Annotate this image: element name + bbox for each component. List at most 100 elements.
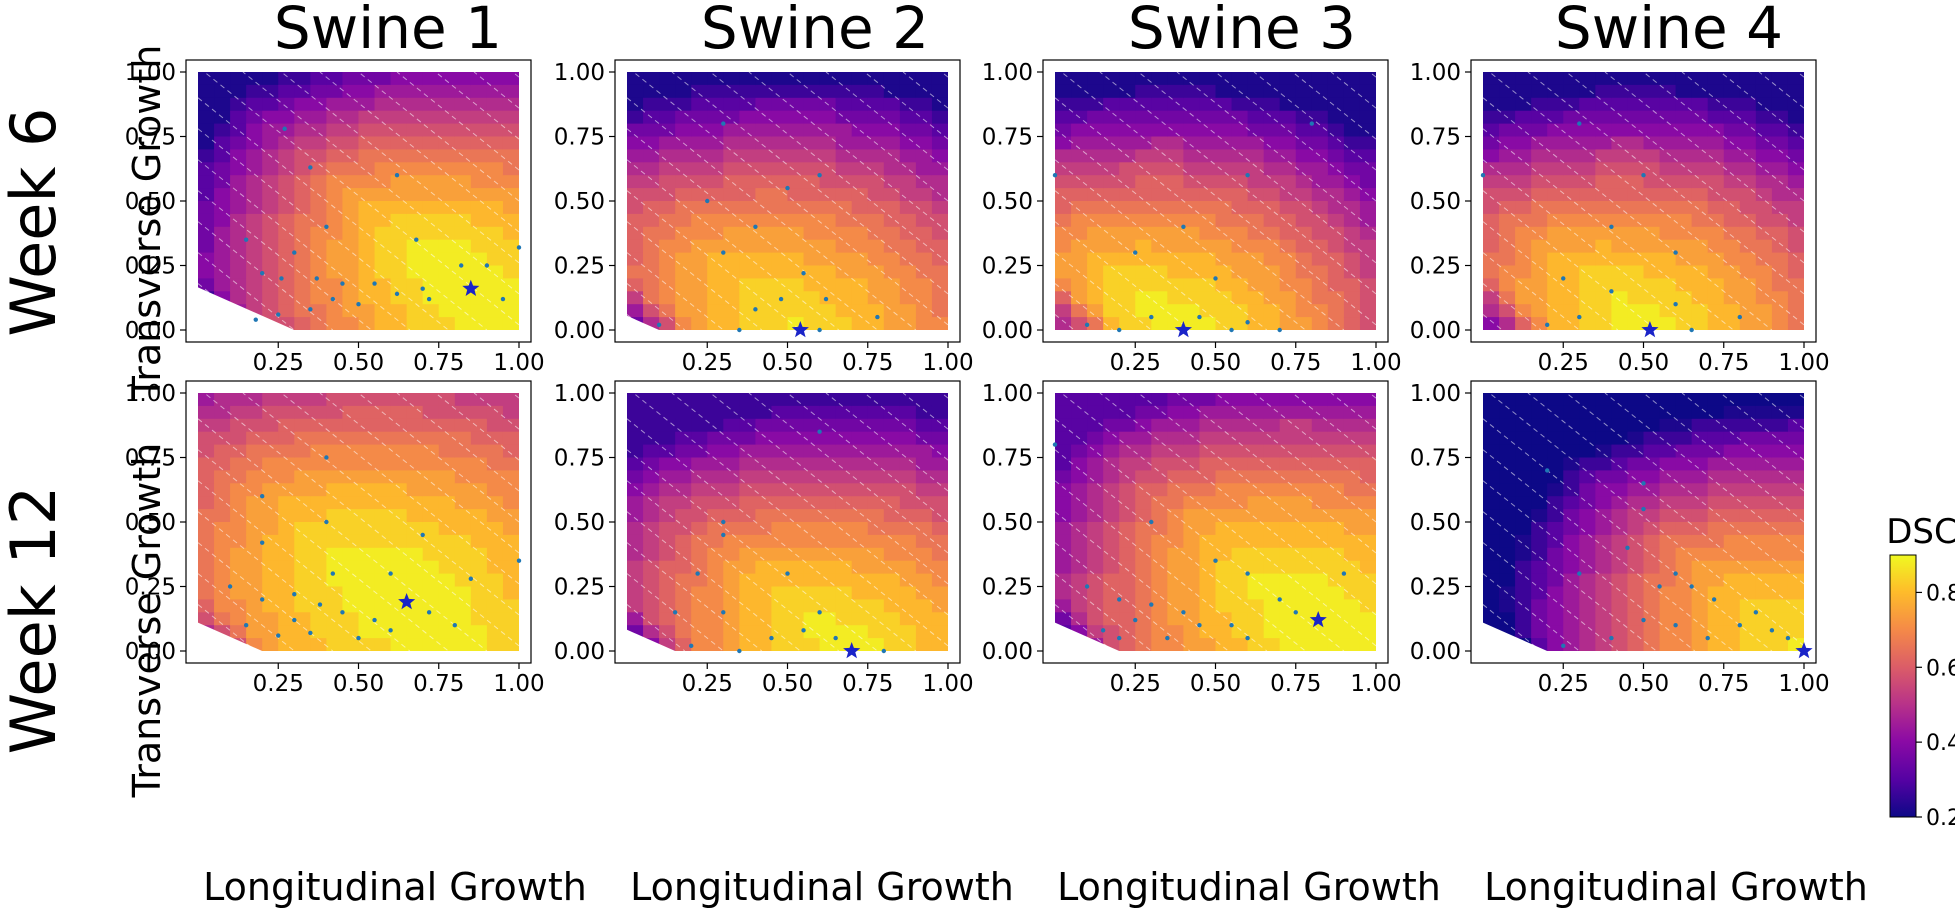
contour-cell — [1563, 265, 1580, 279]
contour-cell — [915, 625, 933, 639]
contour-cell — [1643, 162, 1661, 176]
contour-cell — [867, 509, 885, 523]
contour-cell — [1611, 278, 1629, 292]
contour-cell — [1515, 123, 1532, 138]
contour-cell — [1279, 304, 1297, 318]
y-tick-label: 1.00 — [982, 381, 1033, 407]
contour-cell — [1627, 188, 1645, 202]
contour-cell — [851, 97, 869, 112]
contour-cell — [406, 393, 424, 407]
contour-cell — [723, 534, 740, 549]
contour-cell — [294, 252, 311, 267]
contour-cell — [1739, 560, 1757, 575]
contour-cell — [1167, 265, 1184, 279]
contour-cell — [1771, 547, 1789, 562]
contour-cell — [438, 110, 456, 125]
contour-cell — [1499, 97, 1516, 112]
contour-cell — [1611, 560, 1629, 575]
contour-cell — [899, 110, 917, 125]
contour-cell — [1199, 278, 1217, 292]
contour-cell — [867, 162, 885, 176]
contour-cell — [1151, 188, 1168, 202]
contour-cell — [1135, 560, 1152, 575]
contour-cell — [659, 612, 676, 626]
contour-cell — [294, 418, 311, 433]
contour-cell — [867, 201, 885, 215]
contour-cell — [915, 547, 933, 562]
contour-cell — [1151, 393, 1168, 407]
contour-cell — [470, 213, 488, 228]
sample-point — [308, 630, 313, 636]
contour-cell — [1151, 110, 1168, 125]
contour-cell — [1659, 457, 1677, 471]
contour-cell — [1595, 547, 1612, 562]
contour-cell — [723, 431, 740, 446]
contour-cell — [787, 97, 805, 112]
contour-cell — [246, 72, 263, 86]
contour-cell — [1771, 278, 1789, 292]
contour-cell — [1151, 201, 1168, 215]
contour-cell — [1327, 444, 1345, 459]
contour-cell — [374, 418, 392, 433]
contour-cell — [1231, 201, 1249, 215]
contour-cell — [246, 496, 263, 510]
y-tick-label: 0.25 — [982, 575, 1033, 601]
contour-cell — [1343, 188, 1361, 202]
contour-cell — [1531, 265, 1548, 279]
x-tick-label: 0.25 — [1538, 671, 1589, 697]
contour-cell — [659, 252, 676, 267]
contour-cell — [1311, 226, 1329, 241]
contour-cell — [470, 226, 488, 241]
contour-cell — [1183, 393, 1201, 407]
contour-cell — [390, 226, 408, 241]
contour-cell — [1659, 175, 1677, 189]
contour-cell — [326, 213, 344, 228]
contour-cell — [1707, 612, 1725, 626]
contour-cell — [1311, 599, 1329, 613]
contour-cell — [787, 291, 805, 305]
contour-cell — [422, 625, 440, 639]
contour-cell — [1707, 547, 1725, 562]
unsampled-region — [627, 315, 660, 330]
contour-cell — [1215, 252, 1233, 267]
contour-cell — [1579, 586, 1596, 600]
contour-cell — [1055, 317, 1072, 330]
contour-cell — [1295, 599, 1313, 613]
contour-cell — [643, 84, 660, 99]
contour-cell — [931, 470, 948, 484]
contour-cell — [659, 405, 676, 420]
contour-cell — [1167, 444, 1184, 459]
contour-cell — [707, 201, 724, 215]
contour-cell — [1723, 638, 1741, 651]
contour-cell — [1295, 431, 1313, 446]
contour-cell — [1327, 625, 1345, 639]
contour-cell — [1499, 162, 1516, 176]
contour-cell — [1071, 444, 1088, 459]
contour-cell — [1295, 496, 1313, 510]
contour-cell — [390, 304, 408, 318]
contour-cell — [1311, 405, 1329, 420]
contour-cell — [755, 457, 773, 471]
contour-cell — [931, 84, 948, 99]
contour-cell — [1643, 405, 1661, 420]
contour-cell — [771, 304, 789, 318]
contour-cell — [326, 136, 344, 150]
contour-panel: 0.000.250.500.751.000.25 0.50 0.75 1.00 — [554, 380, 974, 697]
contour-cell — [1279, 405, 1297, 420]
y-tick-label: 1.00 — [982, 60, 1033, 86]
contour-cell — [1247, 226, 1265, 241]
contour-cell — [1183, 252, 1201, 267]
contour-cell — [739, 317, 756, 330]
contour-cell — [1707, 509, 1725, 523]
contour-cell — [1215, 304, 1233, 318]
contour-cell — [675, 252, 692, 267]
sample-point — [260, 271, 265, 276]
contour-cell — [835, 483, 853, 497]
dsc-field — [198, 72, 519, 330]
contour-cell — [1119, 317, 1136, 330]
contour-cell — [739, 162, 756, 176]
contour-cell — [1199, 72, 1217, 86]
contour-cell — [1103, 84, 1120, 99]
contour-cell — [1167, 239, 1184, 254]
sample-point — [1181, 224, 1186, 229]
